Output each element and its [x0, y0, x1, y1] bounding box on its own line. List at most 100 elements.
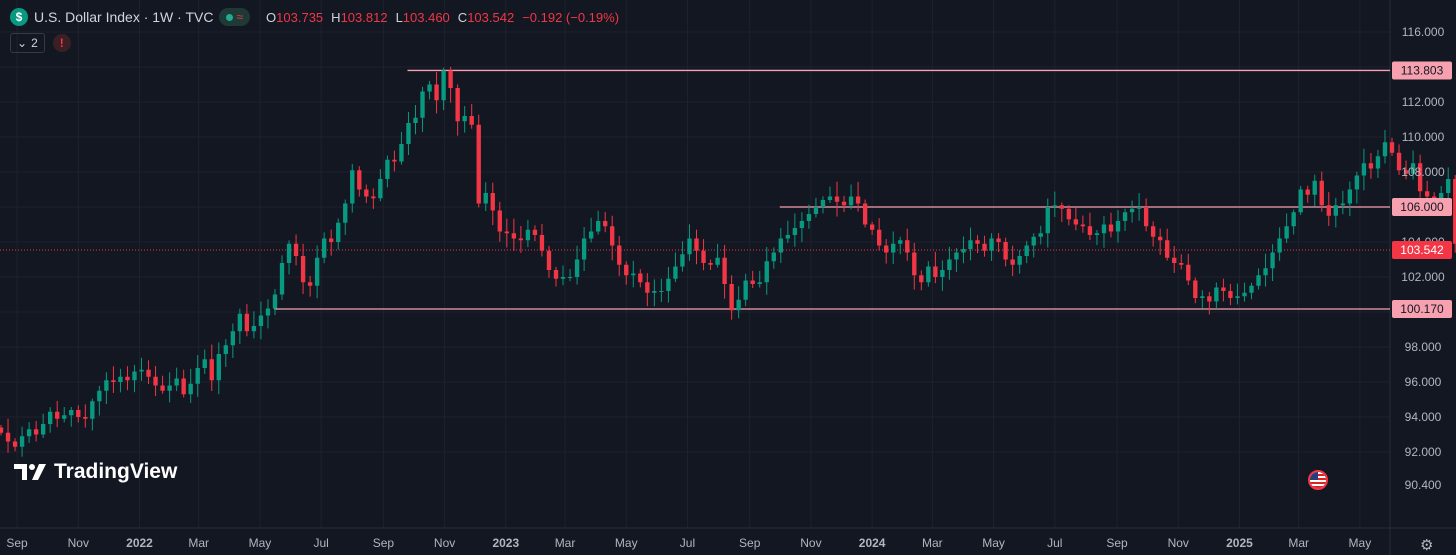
candle-body: [125, 376, 130, 381]
candle-body: [1347, 189, 1353, 204]
candle-body: [1094, 233, 1100, 235]
time-tick-label: May: [1349, 536, 1372, 550]
time-tick-label: Sep: [6, 536, 28, 550]
candle-body: [55, 411, 60, 419]
candle-body: [743, 280, 748, 300]
candle-body: [476, 124, 481, 204]
tradingview-logo[interactable]: TradingView: [14, 460, 177, 484]
last-price-label: 103.542: [1400, 243, 1444, 257]
change-value: −0.192 (−0.19%): [522, 9, 620, 25]
time-tick-label: Jul: [680, 536, 695, 550]
candle-body: [111, 380, 116, 382]
candle-body: [1291, 212, 1296, 227]
price-tick-label: 102.000: [1401, 270, 1445, 284]
candle-body: [1052, 205, 1057, 207]
candle-body: [455, 88, 460, 122]
candle-body: [40, 424, 46, 435]
candles: [0, 66, 1456, 457]
candle-body: [736, 299, 741, 311]
price-tick-label: 108.000: [1401, 165, 1445, 179]
candle-body: [132, 371, 137, 381]
candle-body: [392, 159, 397, 162]
symbol-title[interactable]: U.S. Dollar Index · 1W · TVC: [34, 9, 214, 25]
price-axis[interactable]: 92.00094.00096.00098.000100.000102.00010…: [1392, 25, 1452, 492]
gear-icon[interactable]: ⚙: [1420, 537, 1434, 554]
us-flag-icon[interactable]: [1308, 470, 1328, 490]
candle-body: [771, 252, 776, 262]
candle-body: [378, 179, 383, 199]
candle-body: [631, 273, 636, 276]
candle-body: [785, 235, 791, 239]
candle-body: [48, 411, 53, 424]
candle-body: [1186, 264, 1191, 281]
candle-body: [1305, 189, 1310, 195]
candle-body: [1333, 205, 1338, 216]
candle-body: [167, 385, 172, 391]
candle-body: [862, 203, 868, 225]
candle-body: [659, 291, 664, 292]
candle-body: [813, 207, 819, 214]
candle-body: [1242, 292, 1247, 297]
candle-body: [1284, 226, 1289, 239]
candle-body: [876, 229, 882, 246]
level-price-label: 100.170: [1400, 302, 1444, 316]
indicators-toggle-button[interactable]: ⌄ 2: [10, 33, 45, 53]
legend-controls: ⌄ 2 !: [10, 33, 71, 53]
candle-body: [968, 240, 973, 249]
candle-body: [350, 170, 355, 204]
candle-body: [97, 390, 102, 402]
candle-body: [926, 266, 931, 283]
price-tick-label: 90.400: [1405, 478, 1442, 492]
candle-body: [441, 70, 446, 101]
candle-body: [26, 429, 32, 437]
candle-body: [209, 359, 214, 381]
candle-body: [553, 270, 559, 279]
close-label: C: [457, 9, 468, 25]
candle-body: [0, 427, 4, 433]
candle-body: [427, 84, 432, 92]
time-axis[interactable]: Sep Nov 2022 Mar May Jul Sep Nov 2023 Mar May Jul Se…: [6, 536, 1371, 550]
candle-body: [286, 243, 292, 263]
candle-body: [673, 266, 678, 279]
candle-body: [181, 378, 186, 395]
warning-icon[interactable]: !: [52, 34, 71, 52]
time-tick-label: May: [982, 536, 1005, 550]
candle-body: [76, 410, 81, 417]
candle-body: [258, 315, 264, 326]
candle-body: [666, 278, 671, 291]
candle-body: [321, 238, 327, 258]
candle-body: [1179, 263, 1184, 265]
candle-body: [307, 282, 313, 286]
candle-body: [1129, 208, 1135, 213]
candle-body: [1080, 224, 1086, 227]
candle-body: [329, 238, 334, 242]
candle-body: [1108, 224, 1114, 232]
candle-body: [1375, 156, 1381, 169]
candle-body: [511, 233, 517, 239]
candle-body: [399, 144, 404, 162]
candle-body: [223, 345, 228, 354]
candle-body: [279, 263, 285, 295]
candle-body: [989, 238, 994, 251]
candle-body: [567, 277, 573, 278]
candle-body: [118, 376, 123, 382]
candle-body: [701, 250, 706, 263]
candle-body: [1017, 256, 1022, 265]
candle-body: [483, 193, 488, 204]
candle-body: [1031, 236, 1036, 246]
candle-body: [420, 91, 425, 118]
candle-body: [195, 368, 200, 384]
time-tick-label: Nov: [1168, 536, 1189, 550]
market-status-pill[interactable]: ≈: [219, 8, 251, 26]
candle-body: [5, 432, 11, 442]
candle-body: [62, 415, 67, 419]
candle-body: [518, 238, 524, 241]
time-tick-label: Mar: [922, 536, 943, 550]
level-price-tag: [1392, 61, 1452, 80]
candle-body: [750, 280, 755, 284]
candle-body: [652, 291, 657, 293]
candle-body: [1361, 163, 1367, 176]
candle-body: [406, 123, 411, 144]
horizontal-levels: [273, 69, 1390, 310]
